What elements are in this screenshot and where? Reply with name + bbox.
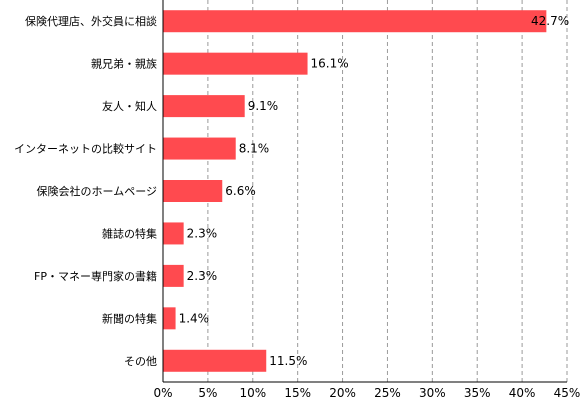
bars: [163, 10, 547, 372]
data-label-1: 42.7%: [531, 14, 569, 28]
category-label-6: 雑誌の特集: [102, 226, 157, 240]
x-tick-label-0: 0%: [153, 386, 172, 400]
x-tick-label-15: 15%: [284, 386, 311, 400]
x-tick-labels: 0% 5% 10% 15% 20% 25% 30% 35% 40% 45%: [153, 386, 580, 400]
bar-4: [163, 137, 236, 160]
x-tick-label-40: 40%: [509, 386, 536, 400]
x-tick-label-45: 45%: [554, 386, 581, 400]
data-label-3: 9.1%: [248, 99, 279, 113]
data-label-7: 2.3%: [187, 269, 218, 283]
category-label-2: 親兄弟・親族: [91, 57, 157, 71]
bar-6: [163, 222, 184, 245]
category-label-9: その他: [124, 355, 157, 368]
category-label-1: 保険代理店、外交員に相談: [25, 14, 157, 28]
axes: [162, 0, 567, 383]
category-labels: 保険代理店、外交員に相談親兄弟・親族友人・知人インターネットの比較サイト保険会社…: [14, 14, 157, 368]
bar-5: [163, 180, 223, 202]
data-label-4: 8.1%: [239, 142, 270, 156]
data-label-6: 2.3%: [187, 226, 218, 240]
category-label-4: インターネットの比較サイト: [14, 142, 157, 156]
x-tick-label-20: 20%: [329, 386, 356, 400]
category-label-5: 保険会社のホームページ: [37, 184, 157, 198]
x-tick-label-35: 35%: [464, 386, 491, 400]
data-label-2: 16.1%: [311, 57, 349, 71]
data-label-5: 6.6%: [225, 184, 256, 198]
data-label-9: 11.5%: [269, 354, 307, 368]
x-tick-label-30: 30%: [419, 386, 446, 400]
value-labels: 42.7% 16.1% 9.1% 8.1% 6.6% 2.3% 2.3% 1.4% 11.5%: [179, 14, 570, 368]
bar-9: [163, 349, 267, 372]
x-tick-label-5: 5%: [198, 386, 217, 400]
x-tick-label-10: 10%: [239, 386, 266, 400]
category-label-7: FP・マネー専門家の書籍: [34, 269, 157, 283]
x-tick-label-25: 25%: [374, 386, 401, 400]
bar-2: [163, 52, 308, 75]
bar-1: [163, 10, 547, 33]
bar-7: [163, 264, 184, 287]
category-label-8: 新聞の特集: [102, 311, 157, 325]
bar-8: [163, 307, 176, 330]
category-label-3: 友人・知人: [102, 99, 157, 113]
bar-3: [163, 95, 245, 118]
data-label-8: 1.4%: [179, 311, 210, 325]
